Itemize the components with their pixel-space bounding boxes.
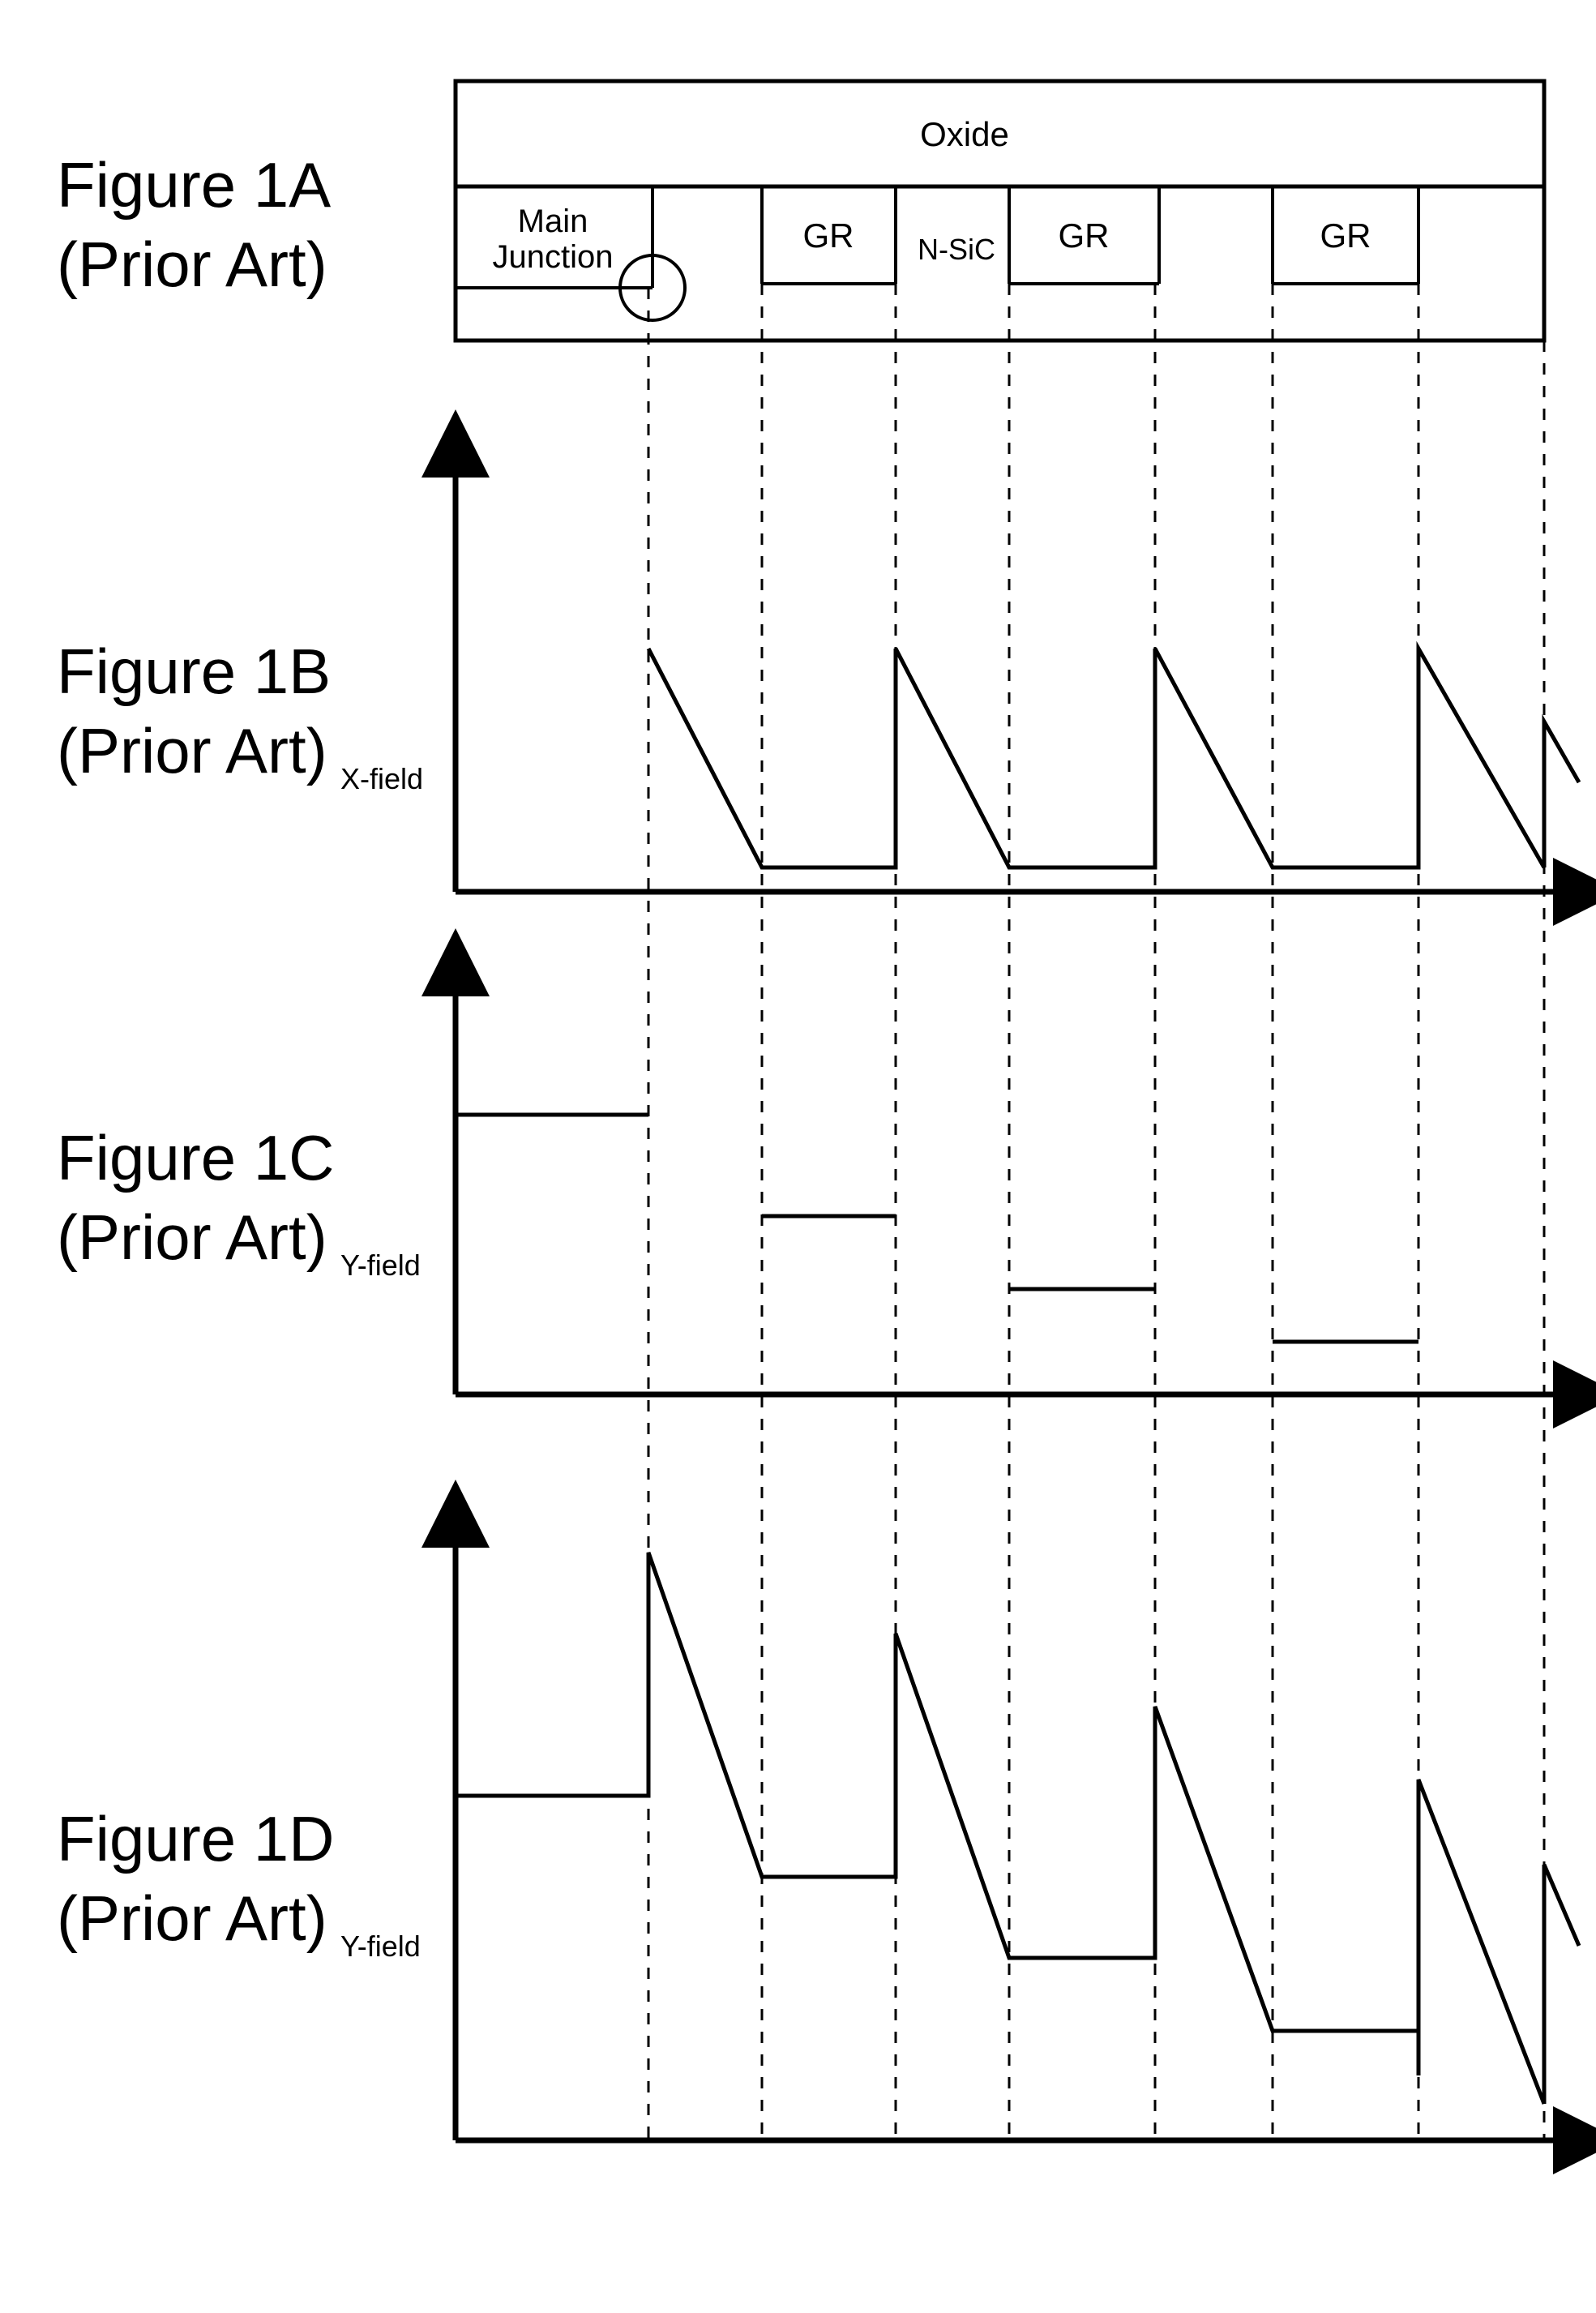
oxide-label: Oxide <box>920 115 1009 153</box>
figure-1b-plot: X <box>456 466 1594 911</box>
gr2-label: GR <box>1059 216 1110 255</box>
figure-1d-plot: X <box>456 1536 1594 2160</box>
gr1-label: GR <box>803 216 854 255</box>
nsic-label: N-SiC <box>918 233 995 266</box>
figure-1a-diagram: Oxide Main Junction GR N-SiC GR GR <box>456 81 1544 341</box>
diagram-svg: Oxide Main Junction GR N-SiC GR GR X X <box>0 0 1596 2313</box>
figure-1c-plot: X <box>456 985 1594 1414</box>
fig1d-tail <box>1544 1865 1579 2104</box>
fig1b-tail <box>1544 722 1579 867</box>
main-label-1: Main <box>518 203 588 239</box>
fig1d-series <box>456 1553 1544 2104</box>
gr3-label: GR <box>1320 216 1371 255</box>
vertical-guides <box>648 284 1544 2140</box>
fig1b-x-label: X <box>1572 876 1594 911</box>
fig1b-series <box>648 649 1544 867</box>
fig1d-x-label: X <box>1572 2124 1594 2160</box>
main-label-2: Junction <box>493 239 614 275</box>
fig1c-x-label: X <box>1572 1378 1594 1414</box>
